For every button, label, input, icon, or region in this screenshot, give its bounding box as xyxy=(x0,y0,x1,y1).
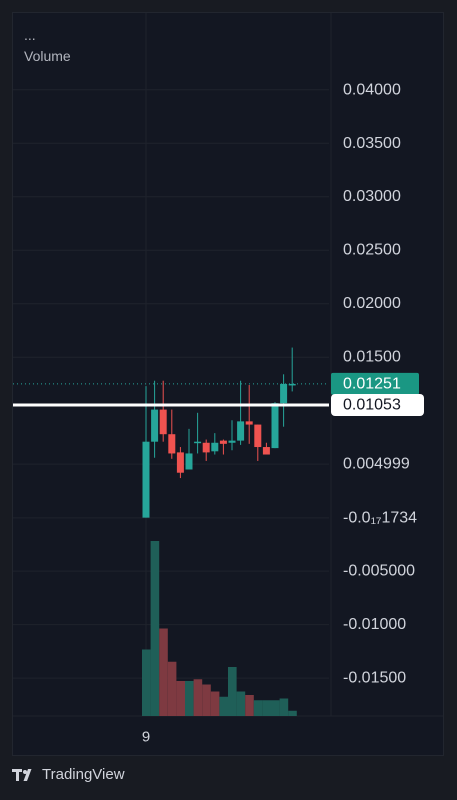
legend-title[interactable]: ... xyxy=(24,27,36,43)
time-axis[interactable]: 9 xyxy=(142,729,150,746)
volume-bar xyxy=(176,681,185,716)
candle-body xyxy=(159,409,167,435)
volume-bars xyxy=(142,541,297,716)
price-tick-label: 0.004999 xyxy=(343,456,410,473)
volume-bar xyxy=(202,684,211,716)
candle-body xyxy=(194,441,202,444)
marker-price-badge xyxy=(331,394,424,417)
volume-bar xyxy=(193,679,203,716)
volume-bar xyxy=(150,541,160,716)
candle-body xyxy=(219,440,227,444)
candle-body xyxy=(237,421,245,441)
price-tick-label: 0.03500 xyxy=(343,135,401,152)
volume-bar xyxy=(219,696,228,716)
volume-bar xyxy=(228,667,237,716)
tradingview-logo-icon xyxy=(12,768,32,781)
volume-bar xyxy=(159,628,168,716)
price-tick-label: 0.02000 xyxy=(343,295,401,312)
price-axis[interactable]: 0.04000 0.03500 0.03000 0.02500 0.02000 0.015… xyxy=(331,81,424,687)
volume-bar xyxy=(279,698,289,716)
volume-bar xyxy=(271,700,280,716)
price-chart[interactable]: 0.04000 0.03500 0.03000 0.02500 0.02000 0.015… xyxy=(13,13,444,756)
time-tick-label: 9 xyxy=(142,729,150,746)
candle-body xyxy=(176,452,184,473)
price-tick-label: -0.01000 xyxy=(343,616,406,633)
volume-bar xyxy=(185,681,194,716)
price-tick-label: 0.03000 xyxy=(343,188,401,205)
price-tick-label: -0.01500 xyxy=(343,670,406,687)
volume-bar xyxy=(288,710,297,716)
price-tick-label: 0.04000 xyxy=(343,81,401,98)
candle-body xyxy=(288,383,296,386)
price-tick-label: 0.01500 xyxy=(343,349,401,366)
volume-bar xyxy=(245,695,254,716)
price-lines xyxy=(13,383,329,407)
volume-bar xyxy=(210,691,220,716)
volume-bar xyxy=(236,691,246,716)
price-tick-label: 0.02500 xyxy=(343,242,401,259)
candle-body xyxy=(142,441,150,518)
candle-body xyxy=(228,440,236,443)
volume-bar xyxy=(253,700,263,716)
last-price-label: 0.01251 xyxy=(343,375,401,392)
chart-frame[interactable]: 0.04000 0.03500 0.03000 0.02500 0.02000 0.015… xyxy=(12,12,444,756)
marker-price-label: 0.01053 xyxy=(343,397,401,414)
last-price-badge xyxy=(331,372,419,395)
legend-volume-label[interactable]: Volume xyxy=(24,48,71,64)
volume-bar xyxy=(262,700,271,716)
candle-body xyxy=(271,403,279,449)
candle-body xyxy=(262,447,270,455)
brand-name: TradingView xyxy=(42,766,125,783)
candle-body xyxy=(151,409,159,442)
candle-body xyxy=(202,442,210,453)
candle-body xyxy=(280,383,288,404)
candle-body xyxy=(168,434,176,454)
candle-body xyxy=(185,453,193,470)
volume-bar xyxy=(167,661,177,716)
tradingview-logo[interactable]: TradingView xyxy=(12,766,125,783)
price-tick-label: -0.0₁₇1734 xyxy=(343,509,417,526)
candle-body xyxy=(211,442,219,452)
candlesticks xyxy=(142,347,296,518)
candle-body xyxy=(245,421,253,425)
price-tick-label: -0.005000 xyxy=(343,563,415,580)
candle-body xyxy=(254,424,262,448)
volume-bar xyxy=(142,649,151,716)
